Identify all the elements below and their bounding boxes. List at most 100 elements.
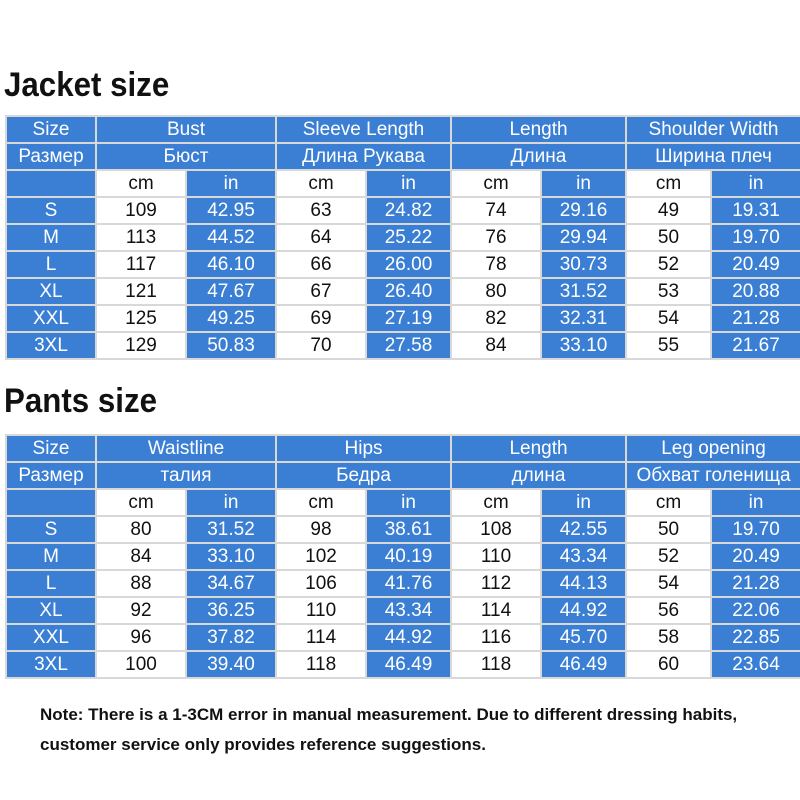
table-cell: XXL	[5, 623, 97, 652]
table-cell: Size	[5, 115, 97, 144]
data-row: XXL 125 49.25 69 27.19 82 32.31 54 21.28	[5, 304, 800, 333]
table-cell: 50	[625, 515, 713, 544]
table-cell: XXL	[5, 304, 97, 333]
table-cell: M	[5, 542, 97, 571]
table-cell: 52	[625, 542, 713, 571]
table-cell: 49	[625, 196, 712, 225]
table-cell: 44.92	[540, 596, 628, 625]
table-cell: 113	[95, 223, 187, 252]
table-cell: 3XL	[5, 331, 97, 360]
table-cell: cm	[275, 488, 367, 517]
pants-title: Pants size	[4, 382, 158, 420]
table-cell: 27.58	[365, 331, 452, 360]
table-cell: 92	[95, 596, 187, 625]
table-cell: 54	[625, 304, 712, 333]
table-cell: M	[5, 223, 97, 252]
note-line: Note: There is a 1-3CM error in manual m…	[40, 705, 738, 724]
table-cell: L	[5, 250, 97, 279]
table-cell: 109	[95, 196, 187, 225]
table-cell: Length	[450, 115, 627, 144]
table-cell: 3XL	[5, 650, 97, 679]
table-cell: 54	[625, 569, 713, 598]
table-cell: in	[185, 169, 277, 198]
table-cell: 19.31	[710, 196, 800, 225]
table-cell: 25.22	[365, 223, 452, 252]
table-cell: 100	[95, 650, 187, 679]
table-cell: cm	[625, 488, 713, 517]
data-row: S 109 42.95 63 24.82 74 29.16 49 19.31	[5, 196, 800, 225]
table-cell: 114	[275, 623, 367, 652]
table-cell: 42.55	[540, 515, 628, 544]
table-cell: 80	[450, 277, 542, 306]
table-cell: 58	[625, 623, 713, 652]
table-cell: 44.92	[364, 623, 453, 652]
table-cell: 67	[275, 277, 367, 306]
table-cell: L	[5, 569, 97, 598]
table-cell: 69	[275, 304, 367, 333]
data-row: XXL 96 37.82 114 44.92 116 45.70 58 22.85	[5, 623, 800, 652]
table-cell: 55	[625, 331, 712, 360]
table-cell: 21.28	[710, 304, 800, 333]
table-cell: Размер	[5, 461, 97, 490]
table-cell: in	[185, 488, 277, 517]
table-cell	[5, 488, 97, 517]
table-cell: Bust	[95, 115, 277, 144]
table-cell: in	[365, 169, 452, 198]
table-cell: 38.61	[364, 515, 453, 544]
table-cell: 82	[450, 304, 542, 333]
table-cell: 117	[95, 250, 187, 279]
table-cell: 19.70	[710, 223, 800, 252]
table-cell: 60	[625, 650, 713, 679]
table-cell: Length	[450, 434, 628, 463]
table-cell: 24.82	[365, 196, 452, 225]
table-cell: длина	[450, 461, 628, 490]
table-cell: Бюст	[95, 142, 277, 171]
table-cell: Size	[5, 434, 97, 463]
unit-row: cm in cm in cm in cm in	[5, 169, 800, 198]
table-cell: Leg opening	[625, 434, 800, 463]
table-cell: cm	[275, 169, 367, 198]
table-cell: 108	[450, 515, 543, 544]
table-cell: талия	[95, 461, 277, 490]
table-cell: cm	[450, 488, 543, 517]
table-cell: 29.94	[540, 223, 627, 252]
table-cell: 31.52	[185, 515, 277, 544]
table-cell: 43.34	[364, 596, 453, 625]
table-cell: 110	[275, 596, 367, 625]
header-row: Size Bust Sleeve Length Length Shoulder Widt…	[5, 115, 800, 144]
table-cell: Sleeve Length	[275, 115, 452, 144]
table-cell: 22.85	[710, 623, 800, 652]
table-cell: 43.34	[540, 542, 628, 571]
jacket-table: Size Bust Sleeve Length Length Shoulder Widt…	[5, 115, 800, 360]
table-cell: in	[364, 488, 453, 517]
data-row: M 84 33.10 102 40.19 110 43.34 52 20.49	[5, 542, 800, 571]
table-cell: 56	[625, 596, 713, 625]
pants-table: Size Waistline Hips Length Leg opening Размер…	[5, 434, 800, 679]
table-cell: Обхват голенища	[625, 461, 800, 490]
table-cell: 34.67	[185, 569, 277, 598]
table-cell: 45.70	[540, 623, 628, 652]
table-cell: XL	[5, 596, 97, 625]
table-cell: 36.25	[185, 596, 277, 625]
table-cell: 63	[275, 196, 367, 225]
table-cell: 20.49	[710, 542, 800, 571]
table-cell: 26.00	[365, 250, 452, 279]
table-cell: Waistline	[95, 434, 277, 463]
data-row: L 88 34.67 106 41.76 112 44.13 54 21.28	[5, 569, 800, 598]
table-cell: 42.95	[185, 196, 277, 225]
table-cell: 129	[95, 331, 187, 360]
table-cell: cm	[95, 169, 187, 198]
table-cell: 46.49	[540, 650, 628, 679]
table-cell: Длина	[450, 142, 627, 171]
table-cell: 52	[625, 250, 712, 279]
table-cell: 41.76	[364, 569, 453, 598]
table-cell: 47.67	[185, 277, 277, 306]
table-cell: 30.73	[540, 250, 627, 279]
table-cell: 84	[95, 542, 187, 571]
table-cell: 50	[625, 223, 712, 252]
table-cell: 46.49	[364, 650, 453, 679]
table-cell: 114	[450, 596, 543, 625]
header-row: Size Waistline Hips Length Leg opening	[5, 434, 800, 463]
